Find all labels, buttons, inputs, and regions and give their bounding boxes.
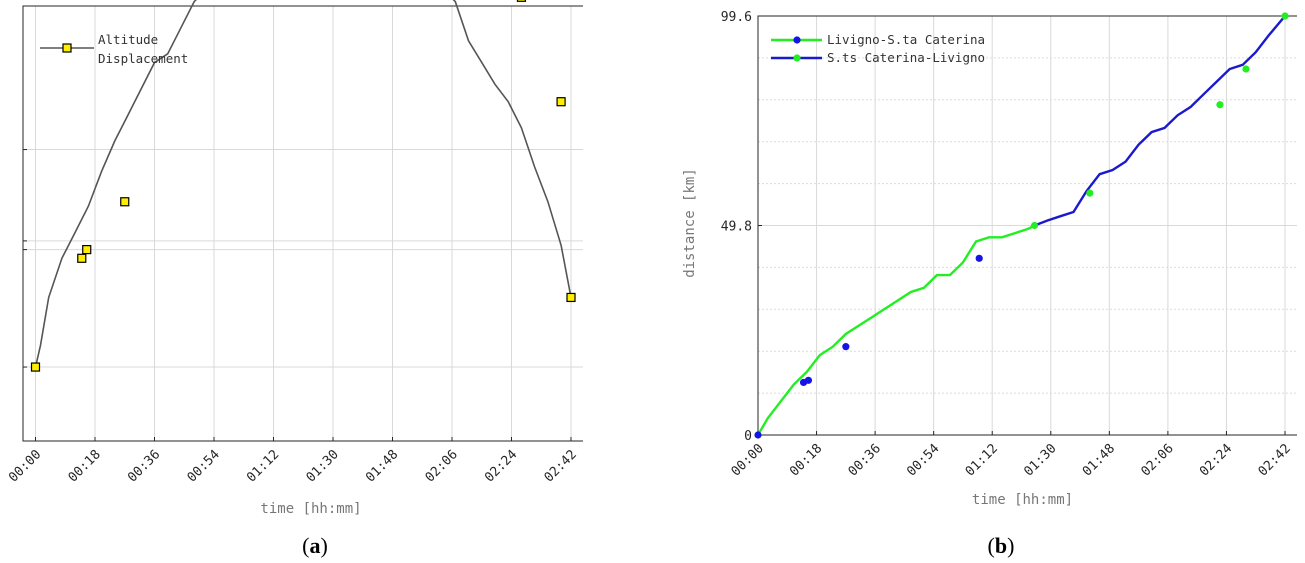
data-point-marker: [77, 253, 87, 263]
x-tick-label: 00:36: [846, 441, 884, 479]
y-tick-label: 99.6: [721, 10, 752, 25]
x-tick-label: 02:06: [1138, 441, 1176, 479]
panel-caption: (a): [302, 533, 328, 558]
x-axis-title: time [hh:mm]: [972, 492, 1073, 508]
x-tick-label: 01:48: [1080, 441, 1118, 479]
data-point-marker: [30, 362, 41, 372]
series1-marker: [754, 431, 762, 439]
series1-marker: [804, 376, 813, 384]
altitude-line: [34, 0, 572, 368]
legend-marker: [62, 43, 72, 53]
x-tick-label: 00:18: [787, 441, 825, 479]
series1-marker: [842, 343, 850, 351]
x-tick-label: 00:18: [66, 447, 104, 485]
y-axis-title: distance [km]: [682, 168, 698, 278]
y-tick-label: 49.8: [721, 220, 752, 235]
series2-marker: [1086, 189, 1094, 197]
x-tick-label: 02:42: [1256, 441, 1294, 479]
series1-marker: [975, 254, 983, 262]
series-line-s-ts-caterina-livigno: [1034, 15, 1286, 227]
panel-caption: (b): [988, 533, 1015, 558]
x-tick-label: 00:36: [125, 447, 163, 485]
x-tick-label: 02:06: [423, 447, 461, 485]
legend-label-2: S.ts Caterina-Livigno: [827, 50, 985, 65]
x-tick-label: 01:12: [244, 447, 282, 485]
legend-label-1: Livigno-S.ta Caterina: [827, 32, 985, 47]
series2-marker: [1030, 221, 1039, 230]
chart-a: 00:00 00:18 00:36 00:54 01:12 01:30 01:48 02:06…: [6, 0, 583, 558]
legend-label-2: Displacement: [98, 51, 188, 66]
series2-marker: [1242, 65, 1250, 73]
x-tick-label: 01:30: [304, 447, 342, 485]
data-point-marker: [556, 97, 566, 107]
x-tick-label: 00:54: [185, 447, 223, 485]
x-tick-label: 01:30: [1021, 441, 1059, 479]
axes-frame: [22, 5, 583, 442]
series-line-livigno-s-ta-caterina: [756, 224, 1036, 436]
data-point-marker: [566, 292, 576, 303]
series2-marker: [1216, 101, 1224, 109]
legend-label-1: Altitude: [98, 32, 158, 47]
legend-marker-2: [793, 54, 801, 62]
series2-marker: [1281, 12, 1289, 20]
x-axis-title: time [hh:mm]: [260, 501, 361, 517]
x-tick-label: 01:12: [963, 441, 1001, 479]
x-tick-label: 00:54: [904, 441, 942, 479]
x-tick-label: 02:24: [482, 447, 520, 485]
x-tick-label: 02:24: [1197, 441, 1235, 479]
data-point-marker: [516, 0, 527, 2]
data-point-marker: [82, 245, 92, 255]
x-tick-label: 00:00: [6, 447, 44, 485]
x-tick-label: 01:48: [363, 447, 401, 485]
x-tick-label: 02:42: [542, 447, 580, 485]
legend-marker-1: [793, 36, 801, 44]
y-tick-label: 0: [744, 429, 752, 444]
data-point-marker: [120, 197, 130, 207]
chart-b: 0 49.8 99.6 00:00 00:18 00:36 00:54 01:12 01:30 0…: [682, 10, 1297, 558]
x-tick-label: 00:00: [729, 441, 767, 479]
